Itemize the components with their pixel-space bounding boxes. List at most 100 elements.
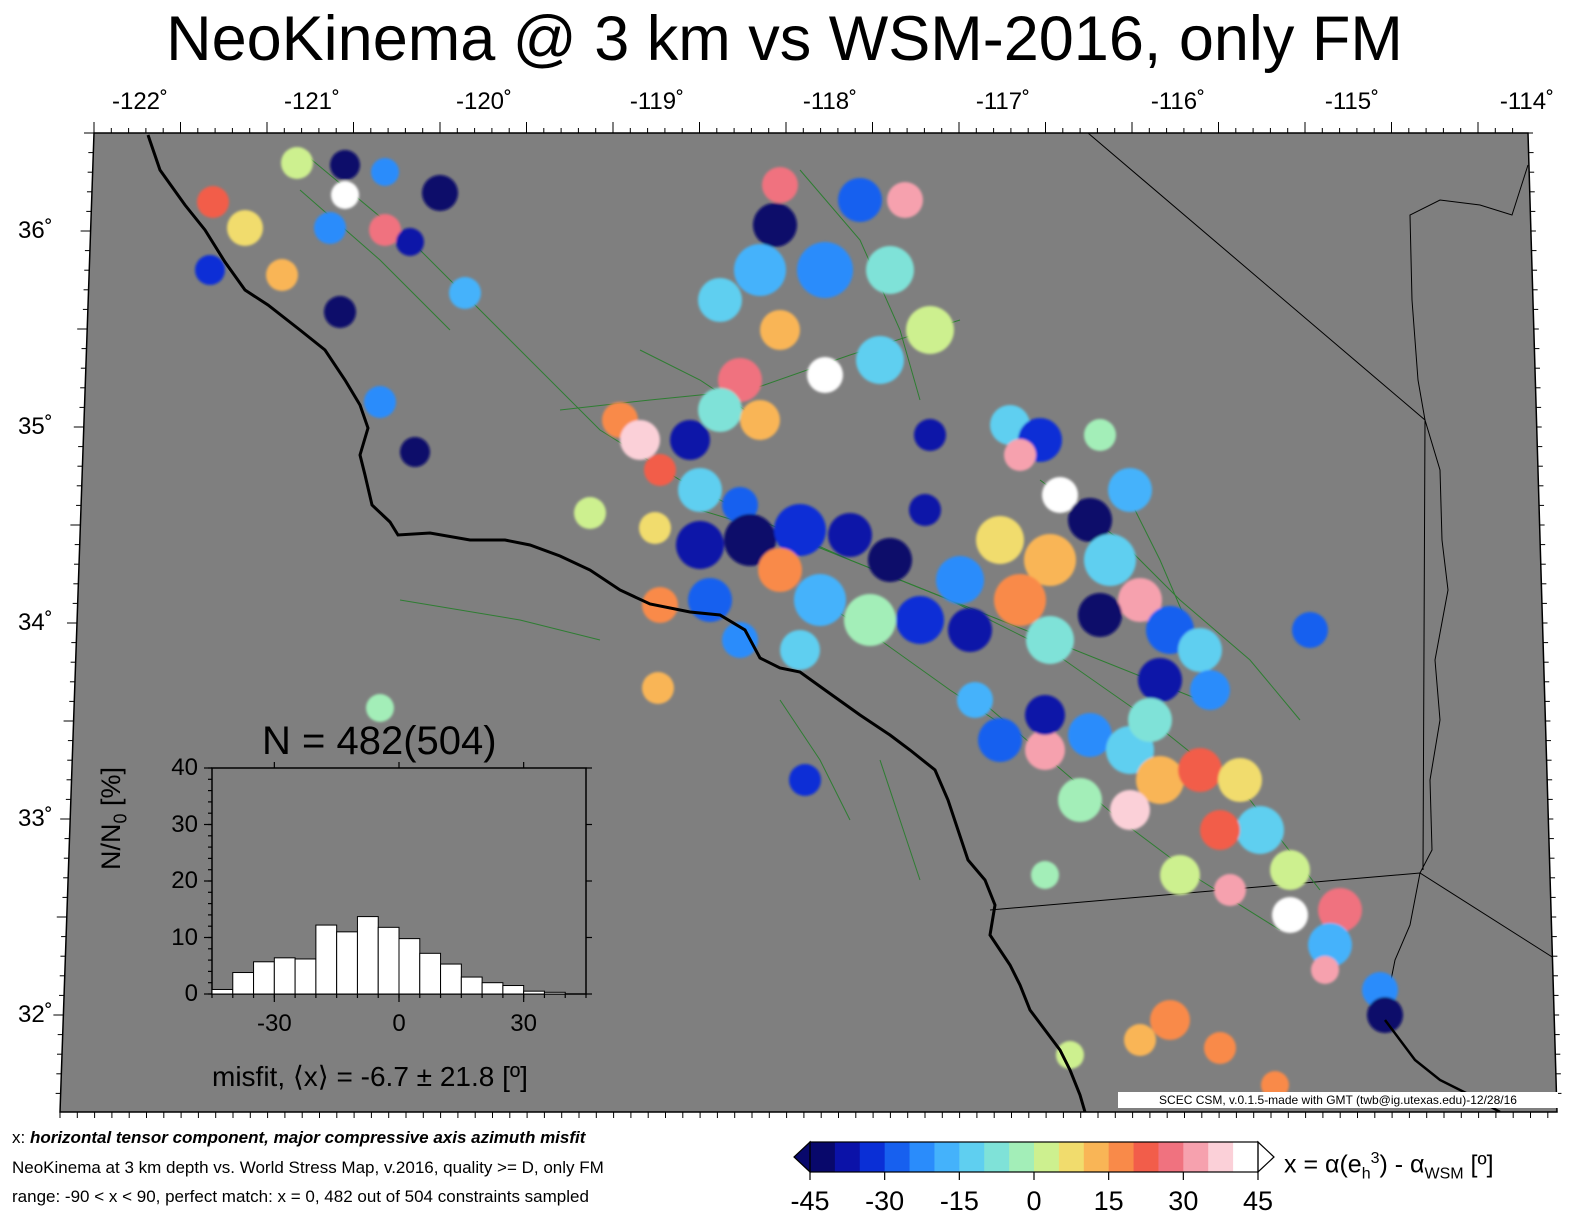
lon-label: -119˚ xyxy=(629,88,685,115)
misfit-patch xyxy=(838,178,882,222)
misfit-patch xyxy=(887,182,923,218)
histogram-bar xyxy=(273,957,296,995)
colorbar-swatch xyxy=(984,1142,1010,1172)
misfit-patch xyxy=(722,622,758,658)
fault-trace xyxy=(879,759,921,881)
colorbar-swatch xyxy=(859,1142,886,1172)
misfit-patch xyxy=(906,306,954,354)
colorbar-tick-label: -30 xyxy=(865,1186,905,1216)
histogram-bar xyxy=(315,924,338,995)
histogram-y-label: N/N0 [%] xyxy=(96,766,131,870)
misfit-patch xyxy=(1178,748,1222,792)
histogram-bar xyxy=(481,982,504,995)
misfit-patch xyxy=(1160,855,1200,895)
histogram-bar xyxy=(356,916,379,995)
lat-label: 36˚ xyxy=(18,217,53,244)
credit-line: SCEC CSM, v.0.1.5-made with GMT (twb@ig.… xyxy=(1118,1092,1558,1108)
misfit-patch xyxy=(1031,861,1059,889)
misfit-patch xyxy=(678,468,722,512)
histogram-bar xyxy=(523,990,545,995)
state-border-ca-az xyxy=(1384,419,1449,1011)
misfit-patch xyxy=(1214,874,1246,906)
misfit-patch xyxy=(758,548,802,592)
misfit-patch xyxy=(1136,756,1184,804)
misfit-patch xyxy=(422,175,458,211)
colorbar-label: x = α(eh3) - αWSM [º] xyxy=(1284,1150,1494,1183)
colorbar-tick-label: -45 xyxy=(790,1186,830,1216)
histogram-bar xyxy=(232,972,255,995)
lat-label: 33˚ xyxy=(18,805,53,832)
misfit-patch xyxy=(227,210,263,246)
note-line-1: x: horizontal tensor component, major co… xyxy=(12,1128,586,1147)
misfit-patch xyxy=(896,596,944,644)
lat-label: 34˚ xyxy=(18,609,53,636)
misfit-patch xyxy=(868,538,912,582)
histogram-ticks xyxy=(204,762,592,1002)
misfit-patch xyxy=(1200,810,1240,850)
histogram-bar xyxy=(419,952,442,995)
lon-label: -121˚ xyxy=(283,88,341,115)
note-line-3: range: -90 < x < 90, perfect match: x = … xyxy=(12,1187,589,1206)
misfit-patch xyxy=(957,682,993,718)
misfit-patch xyxy=(195,255,225,285)
misfit-patch xyxy=(762,167,798,203)
colorbar-swatch xyxy=(1133,1142,1159,1172)
colorbar-swatch xyxy=(834,1142,861,1172)
misfit-patch xyxy=(936,556,984,604)
histogram-bar xyxy=(440,963,462,995)
misfit-patch xyxy=(1218,758,1262,802)
misfit-patch xyxy=(620,420,660,460)
misfit-patch xyxy=(722,487,758,523)
misfit-patch xyxy=(1311,956,1339,984)
misfit-patches xyxy=(195,147,1403,1099)
misfit-patch xyxy=(1318,888,1362,932)
hist-ytick-label: 30 xyxy=(171,810,198,838)
colorbar xyxy=(793,1140,1275,1180)
colorbar-swatch xyxy=(934,1142,960,1172)
misfit-patch xyxy=(734,244,786,296)
misfit-patch xyxy=(1068,498,1112,542)
colorbar-swatch xyxy=(1158,1142,1184,1172)
lon-label: -116˚ xyxy=(1150,88,1206,115)
misfit-patch xyxy=(324,296,356,328)
colorbar-high-arrow xyxy=(1257,1140,1275,1174)
histogram-bar xyxy=(543,991,566,995)
misfit-patch xyxy=(856,336,904,384)
misfit-patch xyxy=(364,386,396,418)
colorbar-swatch xyxy=(909,1142,935,1172)
misfit-patch xyxy=(1270,850,1310,890)
misfit-patch xyxy=(1084,534,1136,586)
misfit-patch xyxy=(1025,695,1065,735)
hist-ytick-label: 40 xyxy=(171,754,198,781)
misfit-patch xyxy=(1042,477,1078,513)
lon-label: -115˚ xyxy=(1324,88,1380,115)
fault-trace xyxy=(779,699,851,821)
colorbar-swatch xyxy=(1083,1142,1110,1172)
misfit-patch xyxy=(1178,628,1222,672)
hist-ytick-label: 0 xyxy=(184,980,198,1007)
misfit-patch xyxy=(281,147,313,179)
misfit-patch xyxy=(1068,713,1112,757)
lat-label: 35˚ xyxy=(18,413,53,440)
colorbar-swatch xyxy=(959,1142,985,1172)
misfit-patch xyxy=(1138,658,1182,702)
misfit-patch xyxy=(1292,612,1328,648)
misfit-patch xyxy=(760,310,800,350)
histogram-bar xyxy=(294,958,317,995)
frame-ticks xyxy=(53,122,1562,1118)
misfit-patch xyxy=(1272,897,1308,933)
colorbar-swatch xyxy=(1108,1142,1135,1172)
lat-label: 32˚ xyxy=(18,1001,53,1028)
misfit-patch xyxy=(978,718,1022,762)
river-colorado xyxy=(1409,164,1529,421)
hist-xtick-label: -30 xyxy=(256,1010,292,1037)
misfit-patch xyxy=(449,277,481,309)
histogram-x-label: misfit, ⟨x⟩ = -6.7 ± 21.8 [º] xyxy=(212,1061,528,1092)
misfit-patch xyxy=(866,246,914,294)
lon-label: -120˚ xyxy=(455,88,513,115)
misfit-patch xyxy=(1024,534,1076,586)
misfit-patch xyxy=(314,212,346,244)
hist-ytick-label: 10 xyxy=(171,923,198,951)
misfit-patch xyxy=(197,186,229,218)
